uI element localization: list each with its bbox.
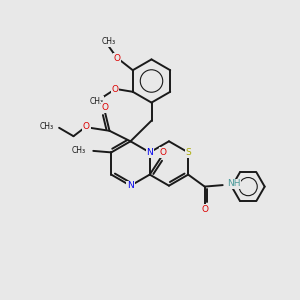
Text: CH₃: CH₃ (40, 122, 54, 131)
Text: N: N (146, 148, 153, 157)
Text: O: O (83, 122, 90, 131)
Text: O: O (159, 148, 167, 157)
Text: CH₃: CH₃ (89, 97, 103, 106)
Text: O: O (101, 103, 109, 112)
Text: CH₃: CH₃ (72, 146, 86, 155)
Text: O: O (201, 205, 208, 214)
Text: O: O (114, 54, 121, 63)
Text: O: O (111, 85, 118, 94)
Text: N: N (127, 181, 134, 190)
Text: S: S (185, 148, 191, 157)
Text: CH₃: CH₃ (101, 38, 115, 46)
Text: NH: NH (227, 179, 240, 188)
